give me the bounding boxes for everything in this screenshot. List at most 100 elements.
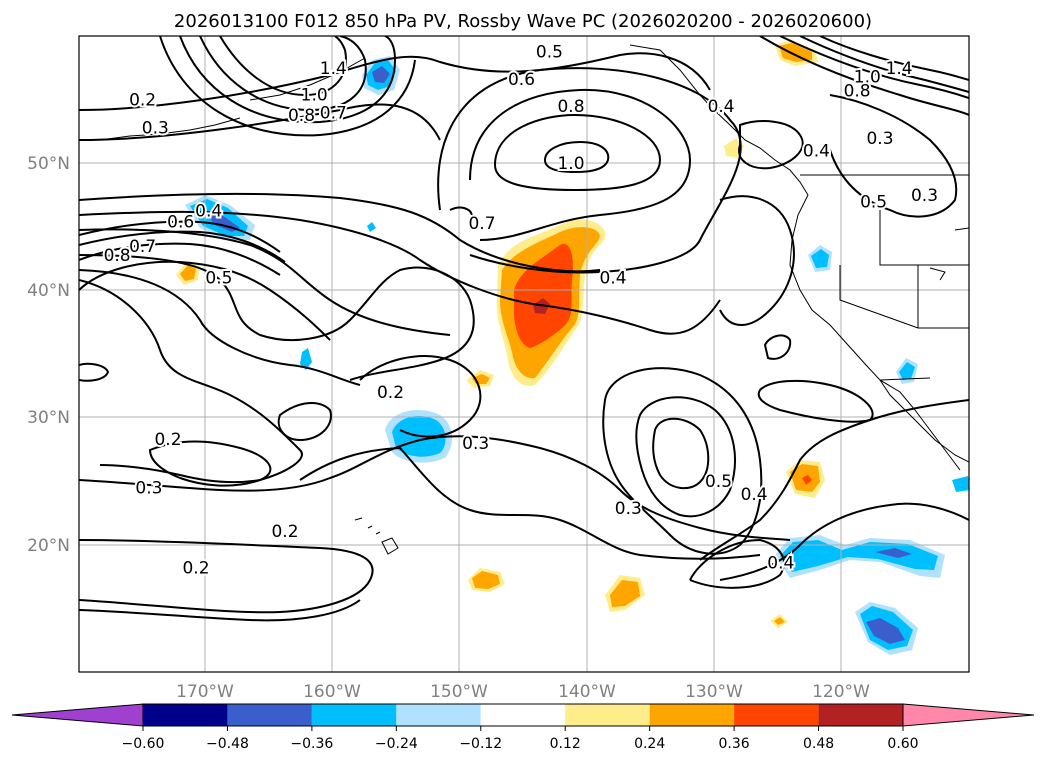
islands-hawaiian-chain — [354, 517, 381, 535]
contour-label: 1.0 — [854, 68, 881, 88]
latitude-labels: 50°N 40°N 30°N 20°N — [27, 154, 70, 556]
lat-label-40n: 40°N — [27, 281, 70, 301]
lat-label-30n: 30°N — [27, 408, 70, 428]
lat-label-50n: 50°N — [27, 154, 70, 174]
colorbar-tick-label: −0.12 — [459, 736, 502, 752]
island-hawaii — [381, 537, 399, 555]
contour-label: 0.8 — [844, 82, 871, 102]
contour-fragment — [449, 206, 473, 216]
contour-label: 1.0 — [301, 86, 328, 106]
contour-0.3d — [299, 446, 761, 560]
contour-label: 0.2 — [271, 522, 298, 542]
lon-label-170w: 170°W — [176, 682, 234, 702]
fill-negative-moderate — [780, 540, 938, 572]
colorbar-segment — [227, 704, 312, 726]
contour-label: 0.2 — [154, 430, 181, 450]
contour-label: 1.4 — [886, 59, 913, 79]
colorbar-tick-label: 0.12 — [550, 736, 581, 752]
state-border — [879, 210, 969, 266]
lon-label-150w: 150°W — [430, 682, 488, 702]
contour-0.3 — [79, 228, 451, 336]
pv-contours — [79, 36, 969, 622]
contour-0.5 — [652, 417, 710, 490]
fill-negative-moderate — [811, 249, 829, 268]
border-us-mexico — [879, 377, 931, 381]
colorbar: −0.60 −0.48 −0.36 −0.24 −0.12 0.12 0.24 0.36 0.4… — [11, 703, 1035, 752]
contour-label: 0.4 — [599, 269, 626, 289]
coastline-detail — [929, 227, 969, 281]
contour-1.2b — [799, 36, 969, 93]
contour-label: 0.3 — [142, 119, 169, 139]
contour-0.2 — [79, 254, 475, 381]
contour-label: 0.7 — [320, 103, 347, 123]
contour-label: 0.8 — [557, 97, 584, 117]
contour-1.4b — [819, 36, 969, 81]
colorbar-extend-low — [11, 703, 144, 727]
colorbar-tick-label: −0.60 — [122, 736, 165, 752]
contour-label: 1.0 — [557, 154, 584, 174]
fill-negative-moderate — [367, 222, 376, 232]
coastline-aleutians — [249, 57, 366, 101]
contour-label: 0.2 — [129, 91, 156, 111]
contour-label: 0.4 — [767, 554, 794, 574]
contour-0.7b — [79, 230, 286, 263]
colorbar-tick-label: 0.36 — [719, 736, 750, 752]
contour-0.4c — [699, 399, 969, 561]
contour-0.2b — [79, 269, 361, 386]
contour-0.6 — [79, 52, 711, 111]
colorbar-segment — [311, 704, 397, 726]
colorbar-segment — [818, 704, 903, 726]
fill-negative-moderate — [952, 476, 969, 492]
contour-0.3b — [79, 279, 303, 484]
contour-0.4g — [763, 334, 792, 360]
colorbar-tick-label: 0.48 — [803, 736, 834, 752]
fill-positive-moderate — [774, 617, 785, 625]
lon-label-120w: 120°W — [812, 682, 870, 702]
contour-0.4f — [757, 379, 874, 423]
contour-0.3c — [79, 435, 791, 541]
fill-negative-moderate — [300, 348, 312, 370]
fill-positive-moderate — [180, 265, 196, 281]
colorbar-segment — [396, 704, 481, 726]
colorbar-tick-label: −0.48 — [206, 736, 249, 752]
contour-0.6b — [79, 242, 281, 276]
contour-label: 0.3 — [615, 499, 642, 519]
contour-label: 0.4 — [195, 201, 222, 221]
colorbar-frame — [142, 703, 904, 727]
contour-label: 0.6 — [508, 70, 535, 90]
contour-label: 0.4 — [803, 142, 830, 162]
contour-1.0b — [779, 36, 969, 99]
contour-label: 0.3 — [911, 186, 938, 206]
contour-label: 0.8 — [104, 246, 131, 266]
contour-0.8a — [159, 36, 416, 137]
contour-0.4e — [689, 538, 785, 589]
contour-0.4d — [719, 502, 969, 581]
contour-label: 0.3 — [462, 434, 489, 454]
contour-0.2g — [359, 355, 482, 438]
contour-0.5d — [79, 260, 331, 341]
contour-0.5b — [79, 192, 601, 273]
colorbar-tick-label: 0.60 — [887, 736, 918, 752]
positive-anomaly-fills — [176, 40, 825, 628]
contour-0.4h — [738, 120, 804, 170]
fill-negative-strong — [866, 618, 905, 644]
colorbar-segment — [565, 704, 650, 726]
map-frame — [78, 35, 970, 673]
contour-0.8b — [759, 36, 969, 116]
contour-0.2e — [79, 599, 361, 622]
contour-label: 0.5 — [536, 42, 563, 62]
lon-label-160w: 160°W — [303, 682, 361, 702]
contour-labels: 0.50.60.81.00.70.40.20.30.20.30.20.20.30… — [102, 40, 940, 580]
coastlines — [99, 44, 969, 555]
contour-0.3e — [602, 367, 763, 555]
colorbar-segment — [649, 704, 735, 726]
state-border — [839, 265, 969, 329]
colorbar-segment — [480, 704, 566, 726]
lat-label-20n: 20°N — [27, 536, 70, 556]
fill-positive-moderate — [472, 571, 500, 589]
contour-label: 0.2 — [182, 559, 209, 579]
contour-label: 0.7 — [129, 237, 156, 257]
colorbar-extend-high — [902, 703, 1035, 727]
contour-0.3f — [829, 94, 958, 218]
